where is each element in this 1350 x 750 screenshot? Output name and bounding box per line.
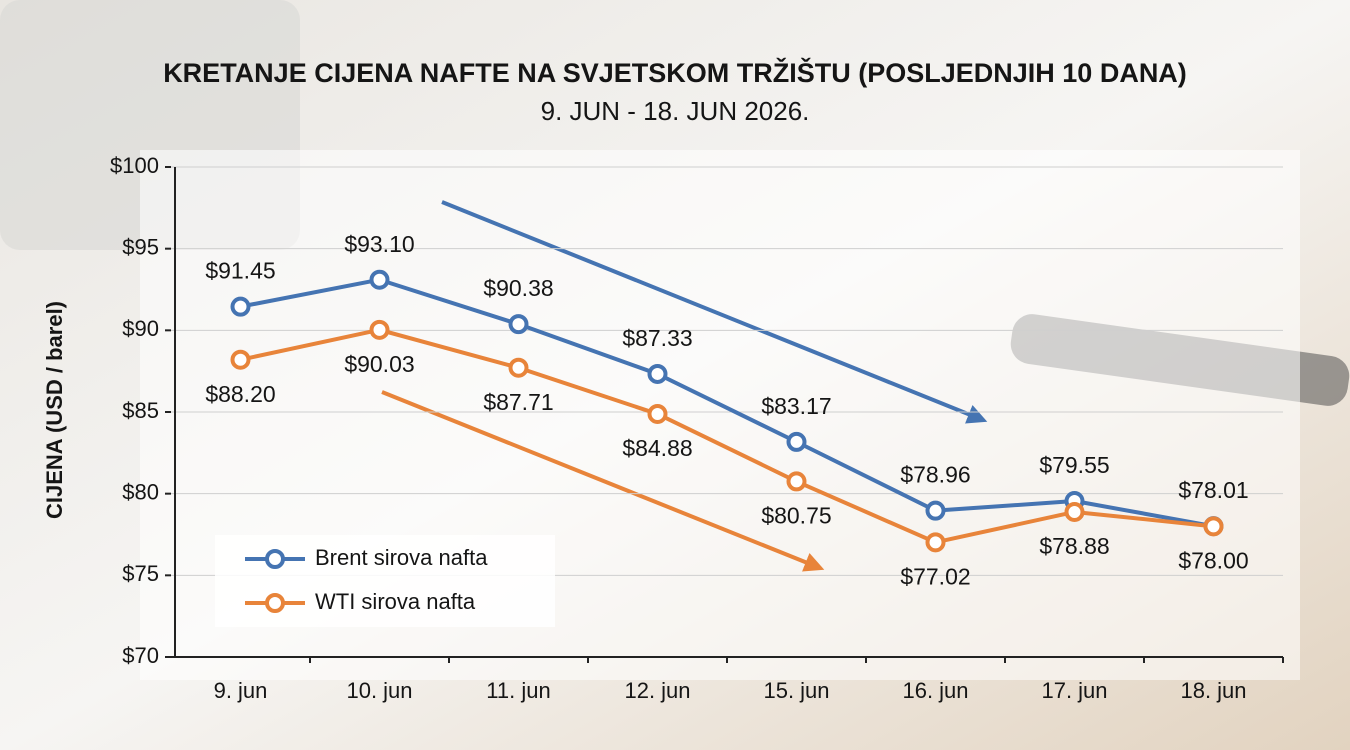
y-tick-label: $90 — [122, 316, 159, 341]
data-label: $93.10 — [344, 231, 414, 257]
y-axis-title: CIJENA (USD / barel) — [42, 301, 67, 519]
legend-label: Brent sirova nafta — [315, 545, 488, 570]
y-tick-label: $95 — [122, 234, 159, 259]
chart-subtitle: 9. JUN - 18. JUN 2026. — [541, 96, 810, 126]
y-tick-label: $80 — [122, 479, 159, 504]
data-label: $84.88 — [622, 435, 692, 461]
data-label: $80.75 — [761, 502, 831, 528]
data-label: $90.03 — [344, 351, 414, 377]
chart-title: KRETANJE CIJENA NAFTE NA SVJETSKOM TRŽIŠ… — [163, 57, 1187, 88]
y-tick-label: $85 — [122, 398, 159, 423]
data-point — [786, 431, 807, 452]
data-label: $91.45 — [205, 258, 275, 284]
x-tick-label: 17. jun — [1041, 678, 1107, 703]
data-label: $78.88 — [1039, 533, 1109, 559]
legend-label: WTI sirova nafta — [315, 589, 476, 614]
x-tick-label: 12. jun — [624, 678, 690, 703]
data-point — [508, 357, 529, 378]
data-label: $77.02 — [900, 563, 970, 589]
plot: $70 $75 $80 $85 $90 $95 $100 9. jun 10. jun 11. j… — [110, 153, 1284, 703]
data-label: $78.01 — [1178, 477, 1248, 503]
trend-arrow — [441, 200, 988, 424]
trend-arrow — [381, 390, 825, 572]
x-tick-label: 11. jun — [486, 678, 550, 703]
x-tick-label: 18. jun — [1180, 678, 1246, 703]
data-point — [647, 363, 668, 384]
data-point — [647, 403, 668, 424]
data-label: $88.20 — [205, 381, 275, 407]
legend-marker — [265, 549, 285, 569]
series-line — [240, 327, 1214, 545]
x-tick-label: 15. jun — [763, 678, 829, 703]
data-label: $83.17 — [761, 393, 831, 419]
y-tick-label: $70 — [122, 643, 159, 668]
series-line — [240, 277, 1214, 529]
data-label: $87.33 — [622, 325, 692, 351]
x-tick-label: 10. jun — [346, 678, 412, 703]
x-tick-label: 9. jun — [214, 678, 268, 703]
data-point — [230, 349, 251, 370]
data-label: $78.96 — [900, 462, 970, 488]
data-label: $90.38 — [483, 275, 553, 301]
data-label: $87.71 — [483, 389, 553, 415]
legend-marker — [265, 593, 285, 613]
data-label: $78.00 — [1178, 547, 1248, 573]
data-point — [1064, 501, 1085, 522]
data-point — [786, 471, 807, 492]
data-point — [369, 319, 390, 340]
y-tick-label: $100 — [110, 153, 159, 178]
data-label: $79.55 — [1039, 452, 1109, 478]
x-tick-label: 16. jun — [902, 678, 968, 703]
data-point — [508, 314, 529, 335]
data-point — [1203, 516, 1224, 537]
data-point — [925, 500, 946, 521]
y-tick-label: $75 — [122, 561, 159, 586]
data-point — [230, 296, 251, 317]
data-point — [369, 269, 390, 290]
data-point — [925, 532, 946, 553]
